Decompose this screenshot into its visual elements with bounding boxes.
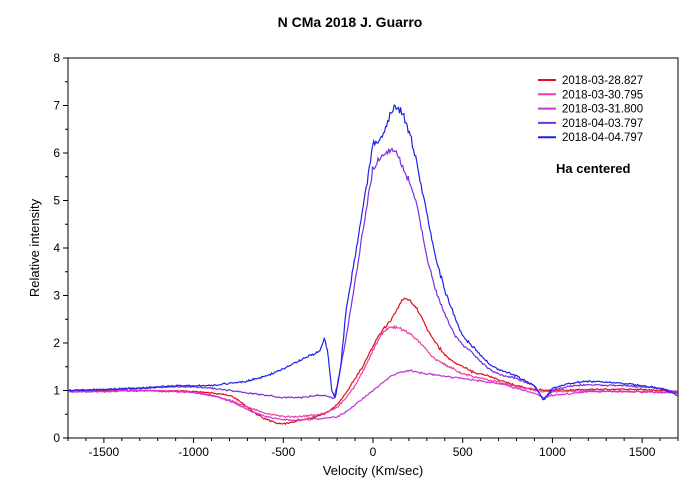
legend-label: 2018-03-31.800	[562, 104, 643, 116]
series-line-2	[67, 324, 678, 419]
legend-label: 2018-04-04.797	[562, 132, 643, 144]
x-tick-label: -500	[271, 445, 295, 459]
y-tick-label: 8	[53, 51, 60, 65]
y-tick-label: 4	[53, 241, 60, 255]
series-line-4	[67, 147, 678, 401]
plot-area	[67, 57, 679, 439]
y-tick-label: 0	[53, 431, 60, 445]
x-tick-label: -1500	[89, 445, 120, 459]
y-tick-label: 5	[53, 194, 60, 208]
x-tick-label: 500	[453, 445, 473, 459]
y-axis-title: Relative intensity	[27, 198, 42, 297]
series-line-3	[67, 369, 678, 422]
x-axis-title: Velocity (Km/sec)	[323, 463, 423, 478]
y-tick-label: 6	[53, 146, 60, 160]
legend: 2018-03-28.827 2018-03-30.795 2018-03-31.8…	[538, 75, 643, 144]
x-tick-label: -1000	[178, 445, 209, 459]
series-lines	[67, 104, 678, 426]
y-tick-label: 3	[53, 289, 60, 303]
x-tick-label: 0	[370, 445, 377, 459]
x-tick-label: 1000	[539, 445, 566, 459]
chart-title: N CMa 2018 J. Guarro	[278, 14, 423, 30]
x-tick-label: 1500	[629, 445, 656, 459]
x-axis: -1500 -1000 -500 0 500 1000 1500	[67, 438, 679, 459]
y-tick-label: 2	[53, 336, 60, 350]
annotation-ha-centered: Ha centered	[556, 161, 630, 176]
legend-label: 2018-03-28.827	[562, 75, 643, 87]
y-tick-label: 1	[53, 384, 60, 398]
legend-label: 2018-04-03.797	[562, 118, 643, 130]
series-line-5	[67, 104, 678, 401]
y-axis: 0 1 2 3 4 5 6 7 8	[53, 51, 68, 445]
y-tick-label: 7	[53, 99, 60, 113]
legend-label: 2018-03-30.795	[562, 89, 643, 101]
plot-border	[67, 57, 679, 439]
